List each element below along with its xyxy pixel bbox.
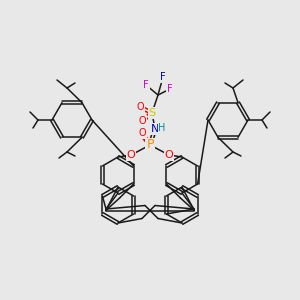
Text: H: H	[158, 123, 166, 133]
Text: S: S	[148, 108, 156, 118]
Text: O: O	[138, 116, 146, 126]
Text: O: O	[127, 150, 135, 160]
Text: O: O	[165, 150, 173, 160]
Text: N: N	[151, 124, 159, 134]
Text: P: P	[146, 139, 154, 152]
Text: O: O	[136, 102, 144, 112]
Text: F: F	[167, 84, 173, 94]
Text: O: O	[138, 128, 146, 138]
Text: F: F	[143, 80, 149, 90]
Text: F: F	[160, 72, 166, 82]
